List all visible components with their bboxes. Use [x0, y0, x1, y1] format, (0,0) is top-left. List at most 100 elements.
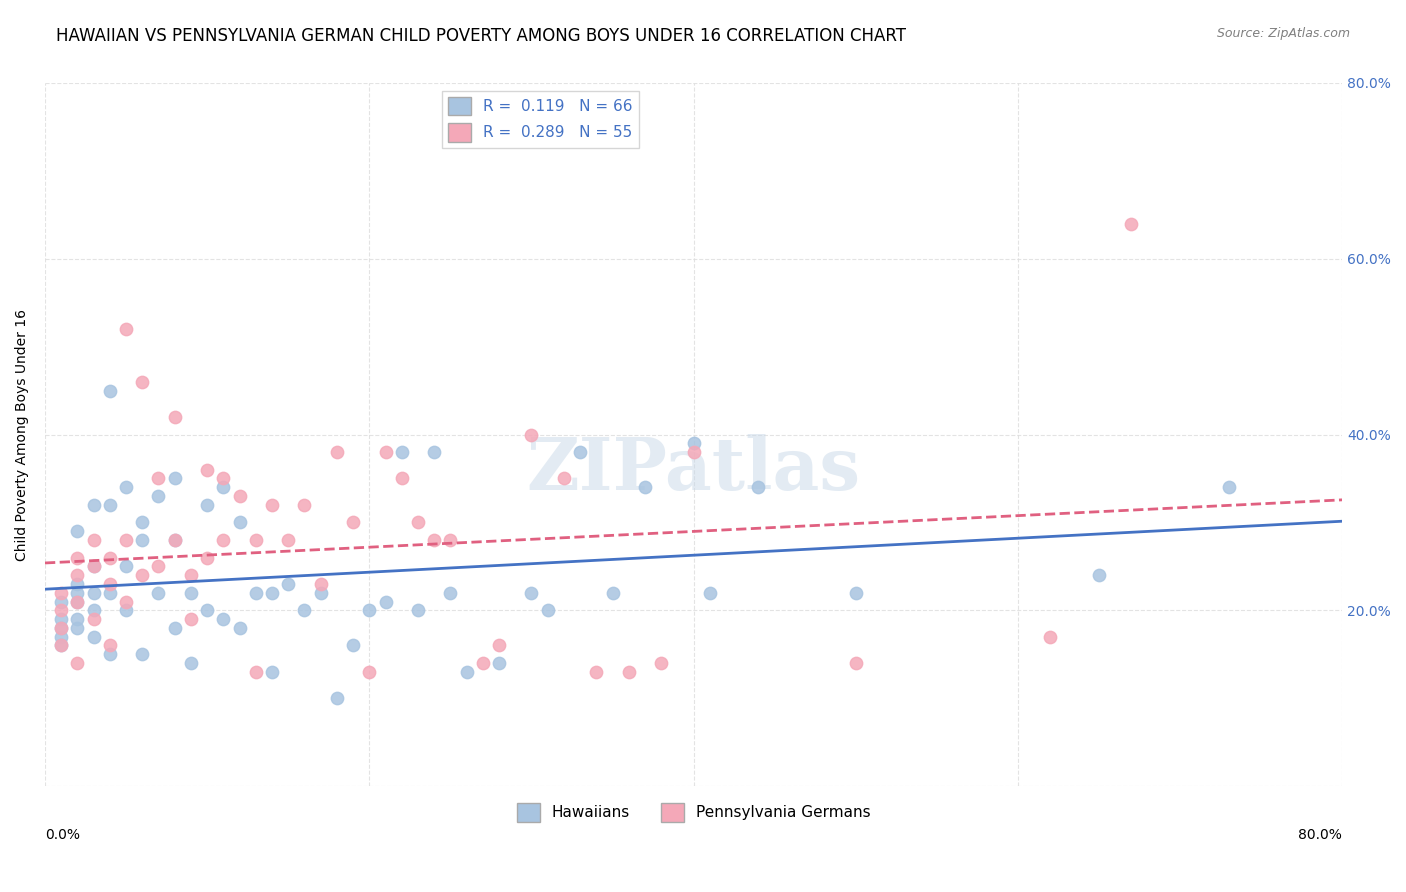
- Point: [66, 656, 89, 670]
- Point: [277, 533, 299, 547]
- Point: [148, 471, 170, 485]
- Point: [98, 384, 121, 398]
- Point: [537, 603, 560, 617]
- Point: [602, 586, 624, 600]
- Text: HAWAIIAN VS PENNSYLVANIA GERMAN CHILD POVERTY AMONG BOYS UNDER 16 CORRELATION CH: HAWAIIAN VS PENNSYLVANIA GERMAN CHILD PO…: [56, 27, 907, 45]
- Point: [374, 594, 396, 608]
- Point: [148, 559, 170, 574]
- Point: [131, 533, 153, 547]
- Point: [51, 621, 73, 635]
- Legend: Hawaiians, Pennsylvania Germans: Hawaiians, Pennsylvania Germans: [510, 797, 876, 828]
- Y-axis label: Child Poverty Among Boys Under 16: Child Poverty Among Boys Under 16: [15, 309, 30, 560]
- Point: [98, 647, 121, 661]
- Point: [406, 603, 429, 617]
- Point: [845, 586, 868, 600]
- Point: [699, 586, 721, 600]
- Point: [309, 586, 332, 600]
- Point: [682, 436, 704, 450]
- Point: [131, 647, 153, 661]
- Point: [359, 665, 381, 679]
- Point: [634, 480, 657, 494]
- Point: [488, 656, 510, 670]
- Point: [309, 577, 332, 591]
- Point: [163, 621, 186, 635]
- Point: [488, 639, 510, 653]
- Point: [51, 639, 73, 653]
- Point: [163, 533, 186, 547]
- Text: Source: ZipAtlas.com: Source: ZipAtlas.com: [1216, 27, 1350, 40]
- Point: [66, 621, 89, 635]
- Point: [617, 665, 640, 679]
- Point: [1121, 217, 1143, 231]
- Point: [585, 665, 607, 679]
- Point: [163, 471, 186, 485]
- Point: [439, 533, 461, 547]
- Point: [115, 603, 138, 617]
- Point: [342, 516, 364, 530]
- Point: [294, 498, 316, 512]
- Point: [51, 630, 73, 644]
- Point: [83, 630, 105, 644]
- Point: [51, 639, 73, 653]
- Point: [66, 594, 89, 608]
- Point: [747, 480, 769, 494]
- Point: [553, 471, 575, 485]
- Point: [83, 603, 105, 617]
- Point: [131, 375, 153, 389]
- Point: [51, 594, 73, 608]
- Point: [456, 665, 478, 679]
- Point: [212, 612, 235, 626]
- Point: [326, 445, 349, 459]
- Point: [83, 559, 105, 574]
- Point: [391, 471, 413, 485]
- Point: [83, 559, 105, 574]
- Point: [115, 594, 138, 608]
- Point: [51, 612, 73, 626]
- Point: [342, 639, 364, 653]
- Point: [51, 621, 73, 635]
- Point: [359, 603, 381, 617]
- Point: [228, 489, 250, 503]
- Point: [650, 656, 672, 670]
- Point: [66, 524, 89, 539]
- Point: [115, 559, 138, 574]
- Point: [66, 568, 89, 582]
- Point: [228, 621, 250, 635]
- Point: [115, 322, 138, 336]
- Point: [294, 603, 316, 617]
- Point: [212, 533, 235, 547]
- Point: [277, 577, 299, 591]
- Point: [180, 612, 202, 626]
- Point: [391, 445, 413, 459]
- Point: [66, 586, 89, 600]
- Point: [374, 445, 396, 459]
- Point: [163, 533, 186, 547]
- Point: [406, 516, 429, 530]
- Point: [83, 612, 105, 626]
- Text: 80.0%: 80.0%: [1298, 829, 1343, 842]
- Point: [520, 586, 543, 600]
- Point: [66, 577, 89, 591]
- Point: [195, 498, 218, 512]
- Point: [66, 612, 89, 626]
- Point: [131, 516, 153, 530]
- Text: 0.0%: 0.0%: [45, 829, 80, 842]
- Point: [98, 577, 121, 591]
- Point: [245, 665, 267, 679]
- Point: [195, 603, 218, 617]
- Point: [66, 550, 89, 565]
- Point: [83, 586, 105, 600]
- Point: [423, 445, 446, 459]
- Point: [228, 516, 250, 530]
- Point: [260, 665, 283, 679]
- Point: [845, 656, 868, 670]
- Point: [245, 586, 267, 600]
- Point: [569, 445, 592, 459]
- Point: [98, 639, 121, 653]
- Point: [163, 409, 186, 424]
- Point: [212, 480, 235, 494]
- Point: [115, 533, 138, 547]
- Point: [423, 533, 446, 547]
- Point: [520, 427, 543, 442]
- Point: [180, 586, 202, 600]
